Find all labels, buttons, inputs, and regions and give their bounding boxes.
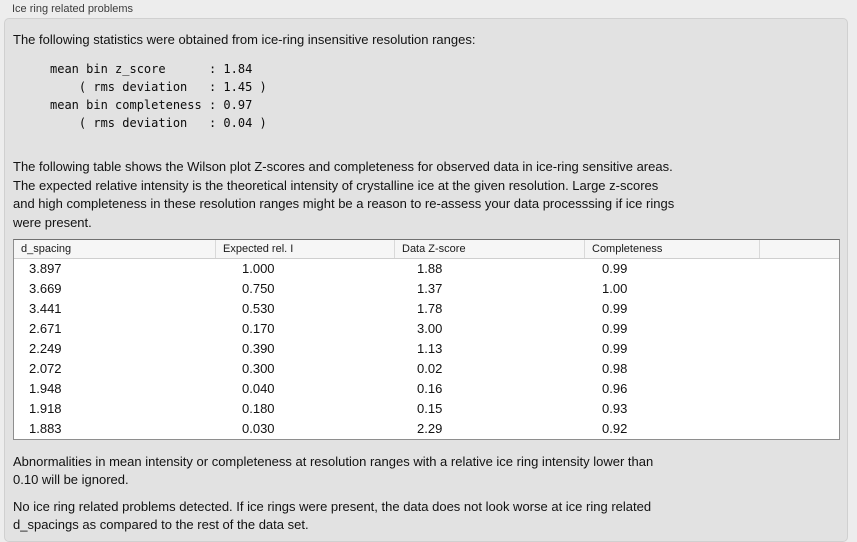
table-cell: 1.13 bbox=[417, 341, 443, 356]
table-cell: 0.93 bbox=[602, 401, 628, 416]
column-header[interactable]: Expected rel. I bbox=[215, 240, 394, 258]
ice-ring-table: d_spacing Expected rel. I Data Z-score Comp… bbox=[13, 239, 840, 440]
table-cell: 1.78 bbox=[417, 301, 443, 316]
table-cell: 3.669 bbox=[29, 281, 62, 296]
table-row[interactable]: 3.897 1.000 1.88 0.99 bbox=[14, 259, 839, 279]
column-header[interactable]: d_spacing bbox=[21, 243, 72, 255]
table-cell: 2.671 bbox=[29, 321, 62, 336]
ice-ring-panel: The following statistics were obtained f… bbox=[4, 18, 848, 542]
table-cell: 0.170 bbox=[242, 321, 275, 336]
table-cell: 0.530 bbox=[242, 301, 275, 316]
table-cell: 0.300 bbox=[242, 361, 275, 376]
table-cell: 0.750 bbox=[242, 281, 275, 296]
table-cell: 0.99 bbox=[602, 341, 628, 356]
table-row[interactable]: 1.883 0.030 2.29 0.92 bbox=[14, 419, 839, 439]
table-cell: 0.92 bbox=[602, 421, 628, 436]
table-cell: 0.98 bbox=[602, 361, 628, 376]
table-cell: 1.883 bbox=[29, 421, 62, 436]
table-cell: 0.96 bbox=[602, 381, 628, 396]
conclusion-text: No ice ring related problems detected. I… bbox=[13, 499, 652, 532]
column-header[interactable]: Completeness bbox=[584, 240, 759, 258]
table-row[interactable]: 1.918 0.180 0.15 0.93 bbox=[14, 399, 839, 419]
table-cell: 0.99 bbox=[602, 321, 628, 336]
panel-title: Ice ring related problems bbox=[12, 3, 134, 15]
table-row[interactable]: 2.249 0.390 1.13 0.99 bbox=[14, 339, 839, 359]
table-cell: 2.29 bbox=[417, 421, 443, 436]
table-cell: 1.948 bbox=[29, 381, 62, 396]
table-cell: 0.180 bbox=[242, 401, 275, 416]
table-cell: 0.99 bbox=[602, 261, 628, 276]
table-cell: 0.040 bbox=[242, 381, 275, 396]
table-cell: 1.000 bbox=[242, 261, 275, 276]
table-cell: 3.00 bbox=[417, 321, 443, 336]
table-cell: 1.37 bbox=[417, 281, 443, 296]
table-cell: 0.16 bbox=[417, 381, 443, 396]
column-header[interactable] bbox=[759, 240, 839, 258]
table-cell: 1.00 bbox=[602, 281, 628, 296]
table-cell: 3.897 bbox=[29, 261, 62, 276]
table-header-row: d_spacing Expected rel. I Data Z-score Comp… bbox=[14, 240, 839, 259]
stats-block: mean bin z_score : 1.84 ( rms deviation … bbox=[50, 62, 267, 130]
table-cell: 0.99 bbox=[602, 301, 628, 316]
table-body: 3.897 1.000 1.88 0.99 3.669 0.750 1.37 1.00 3.44… bbox=[14, 259, 839, 439]
intro-text: The following statistics were obtained f… bbox=[13, 32, 476, 47]
column-header[interactable]: Data Z-score bbox=[394, 240, 584, 258]
table-row[interactable]: 1.948 0.040 0.16 0.96 bbox=[14, 379, 839, 399]
table-cell: 0.030 bbox=[242, 421, 275, 436]
table-row[interactable]: 2.671 0.170 3.00 0.99 bbox=[14, 319, 839, 339]
note-text: Abnormalities in mean intensity or compl… bbox=[13, 454, 654, 487]
table-row[interactable]: 3.441 0.530 1.78 0.99 bbox=[14, 299, 839, 319]
table-cell: 2.249 bbox=[29, 341, 62, 356]
table-cell: 0.15 bbox=[417, 401, 443, 416]
table-cell: 2.072 bbox=[29, 361, 62, 376]
table-cell: 3.441 bbox=[29, 301, 62, 316]
table-cell: 0.02 bbox=[417, 361, 443, 376]
table-cell: 1.918 bbox=[29, 401, 62, 416]
table-row[interactable]: 2.072 0.300 0.02 0.98 bbox=[14, 359, 839, 379]
table-cell: 1.88 bbox=[417, 261, 443, 276]
table-cell: 0.390 bbox=[242, 341, 275, 356]
table-intro-text: The following table shows the Wilson plo… bbox=[13, 159, 675, 230]
table-row[interactable]: 3.669 0.750 1.37 1.00 bbox=[14, 279, 839, 299]
